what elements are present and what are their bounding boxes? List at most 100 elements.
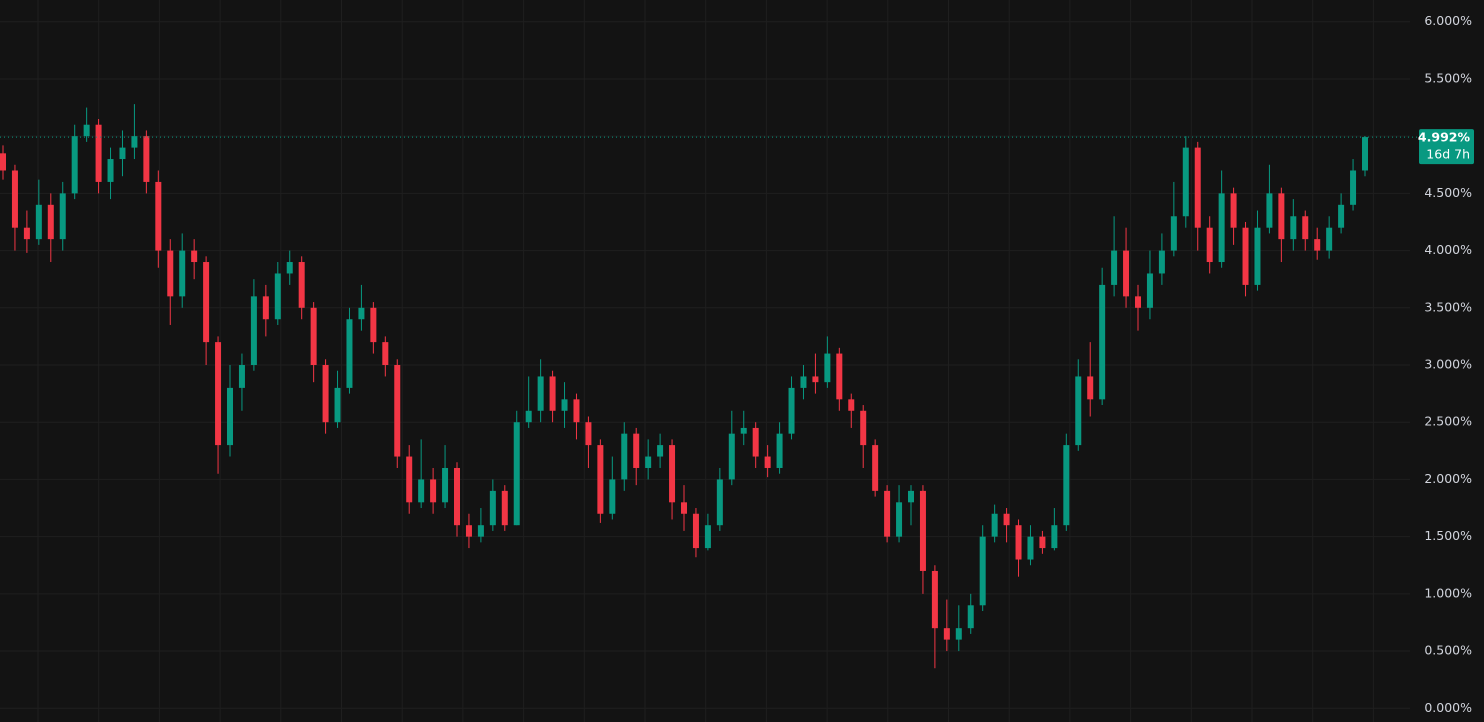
- candle-body: [95, 124, 102, 182]
- y-tick-label: 2.500%: [1424, 414, 1472, 429]
- y-tick-label: 3.500%: [1424, 299, 1472, 314]
- last-price-label: 4.992%: [1418, 130, 1471, 145]
- candle-body: [621, 433, 628, 480]
- candle-body: [740, 427, 747, 434]
- candle-body: [203, 262, 210, 343]
- candle-body: [382, 342, 389, 366]
- candle-body: [896, 502, 903, 537]
- candle-body: [394, 365, 401, 457]
- candle-body: [370, 307, 377, 343]
- candle-body: [227, 387, 233, 446]
- candle-body: [1326, 227, 1333, 251]
- y-tick-label: 5.500%: [1424, 70, 1472, 85]
- countdown-label: 16d 7h: [1426, 147, 1470, 162]
- candle-body: [1135, 296, 1141, 308]
- candle-body: [645, 456, 652, 468]
- candle-body: [1027, 536, 1034, 560]
- candle-body: [71, 136, 78, 194]
- candle-body: [692, 513, 699, 549]
- candle-body: [979, 536, 986, 606]
- candle-body: [274, 273, 281, 320]
- candle-body: [1075, 376, 1082, 446]
- candle-body: [824, 353, 831, 383]
- candle-body: [1170, 216, 1177, 251]
- candle-body: [250, 296, 257, 366]
- candle-body: [967, 605, 974, 629]
- candle-body: [812, 376, 819, 383]
- candle-body: [919, 490, 926, 571]
- candle-body: [262, 296, 269, 320]
- candle-body: [752, 427, 759, 457]
- candle-body: [943, 628, 950, 640]
- candle-body: [537, 376, 544, 411]
- candle-body: [131, 136, 138, 148]
- candle-body: [549, 376, 556, 411]
- candle-body: [1015, 525, 1022, 560]
- candle-body: [704, 525, 711, 549]
- candle-body: [191, 250, 198, 263]
- candle-body: [800, 376, 807, 388]
- candle-body: [931, 570, 938, 629]
- y-tick-label: 1.500%: [1424, 528, 1472, 543]
- candle-body: [1350, 170, 1357, 205]
- candle-body: [1338, 204, 1345, 228]
- candle-body: [442, 467, 449, 503]
- candle-body: [1194, 147, 1201, 228]
- candle-body: [609, 479, 616, 514]
- candle-body: [465, 525, 472, 537]
- candle-body: [23, 227, 30, 240]
- candle-body: [860, 410, 867, 446]
- candle-body: [1206, 227, 1213, 263]
- candle-body: [179, 250, 186, 297]
- candle-body: [1254, 227, 1261, 285]
- candle-body: [955, 628, 962, 640]
- candle-body: [119, 147, 126, 160]
- candle-body: [1266, 193, 1273, 228]
- candle-body: [1039, 536, 1046, 549]
- candle-body: [1362, 137, 1368, 171]
- candle-body: [1051, 525, 1058, 549]
- y-tick-label: 6.000%: [1424, 13, 1472, 28]
- candle-body: [657, 445, 664, 457]
- candle-body: [310, 307, 317, 366]
- candle-body: [334, 387, 341, 423]
- candle-body: [681, 502, 687, 514]
- candle-body: [107, 159, 114, 182]
- candle-body: [215, 342, 222, 446]
- candle-body: [872, 445, 879, 491]
- candle-body: [1230, 193, 1237, 228]
- y-tick-label: 1.000%: [1424, 585, 1472, 600]
- candle-body: [991, 513, 998, 537]
- candle-body: [0, 153, 6, 171]
- candle-body: [143, 136, 150, 182]
- candle-body: [358, 307, 365, 320]
- candle-body: [836, 353, 843, 400]
- candle-body: [35, 204, 42, 240]
- y-tick-label: 4.000%: [1424, 242, 1472, 257]
- y-tick-label: 3.000%: [1424, 357, 1472, 372]
- candle-body: [1242, 227, 1249, 285]
- candle-body: [669, 445, 676, 503]
- candle-body: [167, 250, 174, 297]
- candle-body: [561, 399, 568, 411]
- candle-body: [489, 490, 496, 526]
- candle-body: [788, 387, 795, 434]
- y-tick-label: 0.500%: [1424, 643, 1472, 658]
- candle-body: [848, 399, 855, 411]
- candle-body: [728, 433, 735, 480]
- candle-body: [406, 456, 413, 503]
- candle-body: [286, 262, 293, 274]
- candle-body: [716, 479, 723, 526]
- candle-body: [1302, 216, 1309, 240]
- candle-body: [1182, 147, 1189, 217]
- candle-body: [83, 124, 90, 137]
- candle-body: [430, 479, 437, 503]
- candle-body: [238, 365, 245, 388]
- candle-body: [1146, 273, 1153, 308]
- candle-body: [47, 204, 54, 240]
- candle-body: [513, 422, 520, 526]
- candle-body: [298, 262, 305, 308]
